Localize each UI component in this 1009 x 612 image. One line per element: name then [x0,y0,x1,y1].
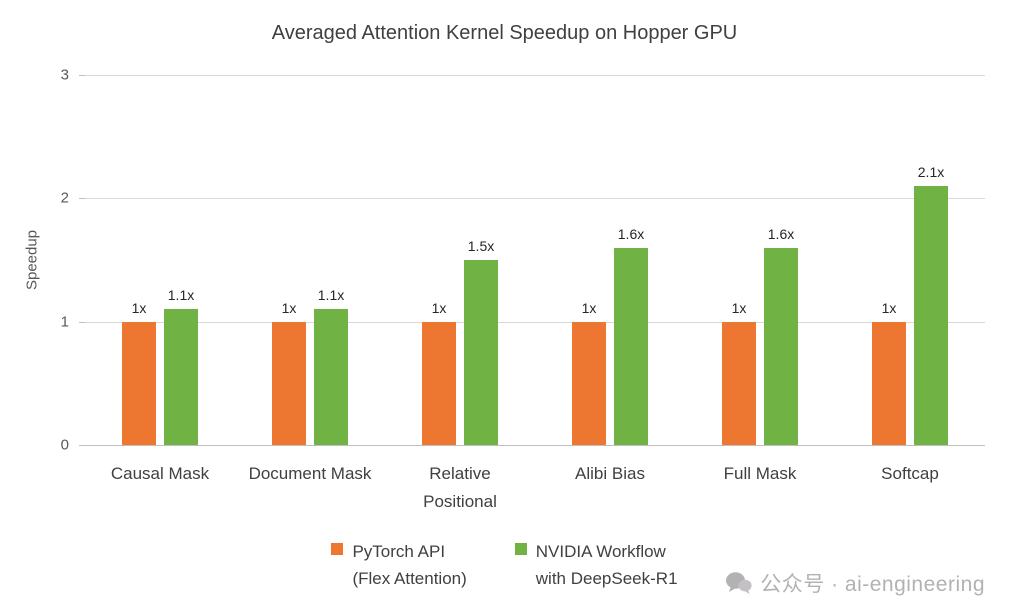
bar [272,321,306,445]
y-tick-label: 0 [60,436,69,454]
bar-value-label: 1.6x [767,225,795,242]
x-axis-line [85,445,985,446]
bar-slot: 1x [722,75,756,445]
plot-area: 1x 1.1x 1x 1.1x 1x 1.5x 1x 1.6x 1x 1.6x 1x 2.1x [85,75,985,446]
bar-slot: 1x [872,75,906,445]
bar [572,321,606,445]
gridline [85,75,985,76]
watermark-text: 公众号 · ai-engineering [760,573,985,596]
bar-slot: 1x [122,75,156,445]
chat-bubbles-icon [725,571,752,595]
x-axis-labels: Causal Mask Document Mask Relative Positio… [85,460,985,515]
bar-slot: 1x [422,75,456,445]
y-tick-mark [79,321,85,323]
y-tick-label: 3 [60,66,69,84]
bar [422,321,456,445]
legend: PyTorch API (Flex Attention) NVIDIA Workf… [0,538,1009,592]
legend-item: PyTorch API (Flex Attention) [331,538,467,592]
bar [164,309,198,445]
x-axis-category-label: Softcap [881,464,939,483]
gridline [85,198,985,200]
bar-slot: 1x [272,75,306,445]
bar [914,186,948,445]
bar-slot: 1.1x [164,75,198,445]
bar-value-label: 1x [131,299,147,316]
bar-slot: 1x [572,75,606,445]
y-tick-label: 1 [60,313,69,331]
watermark: 公众号 · ai-engineering [725,568,985,598]
x-axis-category-label: Alibi Bias [575,464,645,483]
bar-value-label: 1x [881,299,897,316]
bar-value-label: 1x [431,299,447,316]
bar-group: 1x 1.1x [235,75,385,445]
x-axis-category-label: Relative Positional [423,464,497,511]
bar-value-label: 1x [581,299,597,316]
bar-value-label: 1.1x [317,287,345,304]
bar [314,309,348,445]
bar-value-label: 1.5x [467,238,495,254]
bar-groups: 1x 1.1x 1x 1.1x 1x 1.5x 1x 1.6x 1x 1.6x 1x 2.1x [85,75,985,445]
y-tick-mark [79,445,85,446]
y-tick-label: 2 [60,189,69,207]
bar-group: 1x 2.1x [835,75,985,445]
legend-swatch [514,543,527,555]
bar-slot: 1.6x [614,75,648,445]
bar-slot: 1.5x [464,75,498,445]
bar-value-label: 1.1x [167,287,195,304]
bar [764,247,798,445]
x-axis-category-label: Full Mask [723,464,797,483]
bar-value-label: 1x [281,299,297,316]
bar-value-label: 2.1x [917,164,945,180]
bar [464,260,498,445]
bar-group: 1x 1.1x [85,75,235,445]
y-tick-mark [79,198,85,200]
legend-label: PyTorch API (Flex Attention) [352,542,467,589]
bar [122,321,156,445]
bar-value-label: 1.6x [617,225,645,242]
bar-group: 1x 1.6x [685,75,835,445]
gridline [85,321,985,323]
legend-swatch [331,543,344,555]
bar-group: 1x 1.5x [385,75,535,445]
chart-title: Averaged Attention Kernel Speedup on Hop… [271,22,738,44]
y-axis-ticks: 0 1 2 3 [0,67,85,454]
bar [614,247,648,445]
bar-slot: 1.1x [314,75,348,445]
x-axis-category-label: Causal Mask [110,464,210,483]
bar [872,321,906,445]
bar-value-label: 1x [731,299,747,316]
x-axis-category-label: Document Mask [248,464,372,483]
bar [722,321,756,445]
legend-item: NVIDIA Workflow with DeepSeek-R1 [514,538,678,592]
y-tick-mark [79,75,85,76]
bar-slot: 1.6x [764,75,798,445]
bar-slot: 2.1x [914,75,948,445]
legend-label: NVIDIA Workflow with DeepSeek-R1 [535,542,678,589]
bar-group: 1x 1.6x [535,75,685,445]
